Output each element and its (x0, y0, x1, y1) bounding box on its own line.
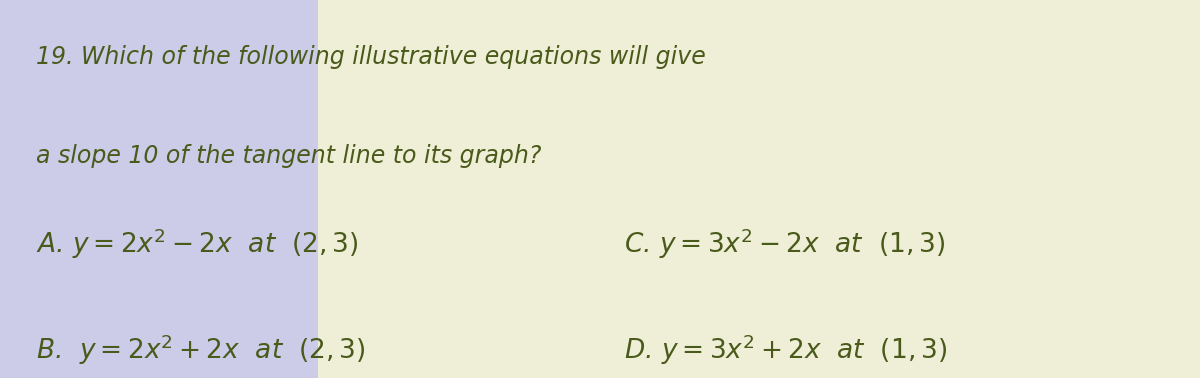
Text: A. $y = 2x^2 - 2x$  at  $(2, 3)$: A. $y = 2x^2 - 2x$ at $(2, 3)$ (36, 227, 359, 261)
Text: a slope 10 of the tangent line to its graph?: a slope 10 of the tangent line to its gr… (36, 144, 541, 167)
Text: B.  $y = 2x^2 + 2x$  at  $(2, 3)$: B. $y = 2x^2 + 2x$ at $(2, 3)$ (36, 333, 366, 367)
Bar (0, 0, 318, 378)
Text: D. $y = 3x^2 + 2x$  at  $(1, 3)$: D. $y = 3x^2 + 2x$ at $(1, 3)$ (624, 333, 947, 367)
Text: C. $y = 3x^2 - 2x$  at  $(1, 3)$: C. $y = 3x^2 - 2x$ at $(1, 3)$ (624, 227, 946, 261)
Text: 19. Which of the following illustrative equations will give: 19. Which of the following illustrative … (36, 45, 706, 69)
